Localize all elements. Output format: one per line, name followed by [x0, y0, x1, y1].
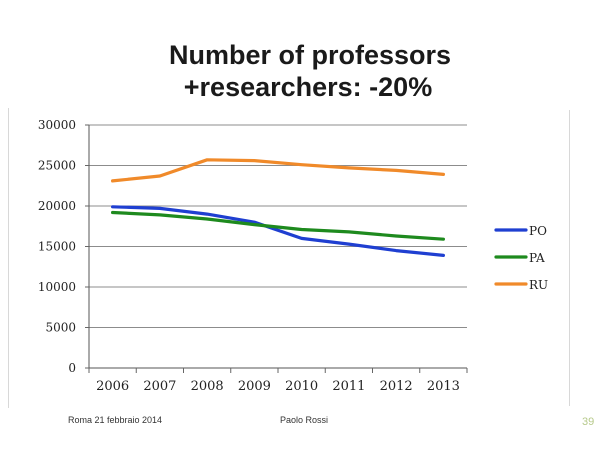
slide-left-rule	[8, 108, 9, 408]
x-tick-label: 2009	[238, 379, 271, 394]
page-number: 39	[582, 416, 595, 428]
x-tick-label: 2008	[191, 379, 224, 394]
slide-title-line2: +researchers: -20%	[183, 72, 433, 102]
y-tick-label: 5000	[45, 321, 76, 335]
y-tick-label: 0	[68, 361, 76, 375]
x-tick-label: 2013	[427, 379, 460, 394]
x-tick-label: 2010	[285, 379, 318, 394]
legend-label-ru: RU	[529, 278, 548, 292]
footer-date: Roma 21 febbraio 2014	[68, 415, 163, 425]
x-tick-label: 2011	[332, 379, 365, 394]
x-tick-label: 2007	[143, 379, 176, 394]
chart-grid	[89, 124, 467, 328]
chart-legend: PO PA RU	[494, 224, 548, 292]
chart-series	[110, 158, 445, 257]
y-tick-label: 25000	[38, 159, 76, 173]
y-axis-ticks: 0 5000 10000 15000 20000 25000 30000	[38, 118, 89, 375]
y-tick-label: 30000	[38, 118, 76, 132]
y-tick-label: 20000	[38, 199, 76, 213]
series-line-po	[110, 205, 445, 257]
footer-author: Paolo Rossi	[280, 415, 329, 425]
y-tick-label: 10000	[38, 280, 76, 294]
series-line-ru	[110, 158, 445, 183]
x-axis-ticks: 2006 2007 2008 2009 2010 2011 2012 2013	[88, 368, 468, 394]
legend-label-pa: PA	[529, 251, 545, 265]
series-line-pa	[110, 210, 445, 241]
x-tick-label: 2006	[96, 379, 129, 394]
slide-title-line1: Number of professors	[168, 40, 452, 70]
slide-right-rule	[569, 110, 570, 406]
y-tick-label: 15000	[38, 240, 76, 254]
legend-label-po: PO	[529, 224, 547, 238]
x-tick-label: 2012	[380, 379, 413, 394]
